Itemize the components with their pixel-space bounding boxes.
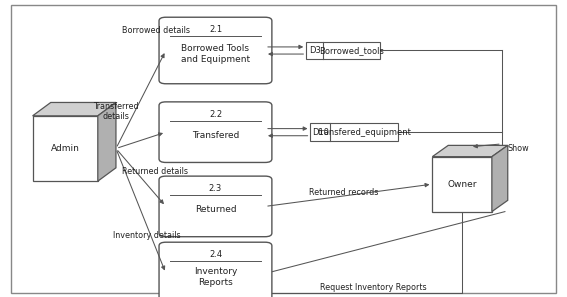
Text: Inventory
Reports: Inventory Reports xyxy=(194,267,237,287)
Text: Borrowed details: Borrowed details xyxy=(122,26,190,35)
Text: Returned: Returned xyxy=(194,206,236,214)
Text: 2.4: 2.4 xyxy=(209,250,222,259)
FancyBboxPatch shape xyxy=(159,176,272,237)
Bar xyxy=(32,116,98,181)
Polygon shape xyxy=(432,145,508,157)
FancyBboxPatch shape xyxy=(159,17,272,84)
Text: 2.1: 2.1 xyxy=(209,25,222,34)
Text: Admin: Admin xyxy=(51,144,79,153)
Text: Returned records: Returned records xyxy=(309,187,378,197)
Polygon shape xyxy=(32,102,116,116)
Bar xyxy=(306,42,380,59)
Text: 2.2: 2.2 xyxy=(209,110,222,119)
Text: D10: D10 xyxy=(312,128,329,137)
Bar xyxy=(432,157,492,212)
Text: Inventory details: Inventory details xyxy=(113,230,181,240)
Text: Owner: Owner xyxy=(447,180,477,189)
Text: Show: Show xyxy=(507,144,529,153)
Text: 2.3: 2.3 xyxy=(209,184,222,193)
FancyBboxPatch shape xyxy=(159,102,272,162)
Text: D3: D3 xyxy=(309,46,320,55)
Polygon shape xyxy=(492,145,508,212)
Polygon shape xyxy=(98,102,116,181)
FancyBboxPatch shape xyxy=(159,242,272,297)
Text: Borrowed Tools
and Equipment: Borrowed Tools and Equipment xyxy=(181,44,250,64)
Text: Returned details: Returned details xyxy=(122,167,188,176)
Text: Transferred
details: Transferred details xyxy=(94,102,139,121)
Text: Transfered: Transfered xyxy=(192,131,239,140)
Text: Borrowed_tools: Borrowed_tools xyxy=(319,46,384,55)
Text: transfered_equipment: transfered_equipment xyxy=(318,128,411,137)
Bar xyxy=(311,123,398,141)
Text: Request Inventory Reports: Request Inventory Reports xyxy=(320,282,427,292)
